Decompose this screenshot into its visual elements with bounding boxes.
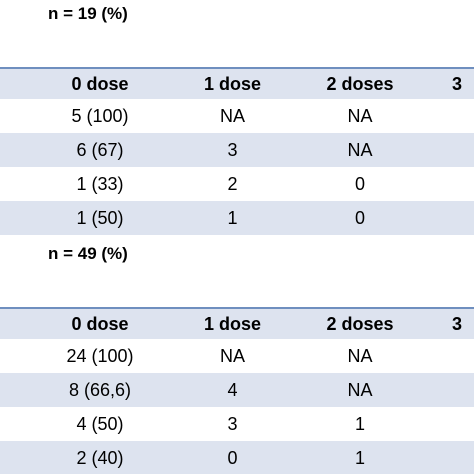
table1-cell: 0 — [354, 173, 365, 194]
table2-cell: 4 (50) — [76, 413, 124, 434]
table2-cell: NA — [347, 379, 373, 400]
table2-cell: 8 (66,6) — [68, 379, 132, 400]
table1: 0 dose 1 dose 2 doses 3 5 (100) NA NA 6 … — [0, 67, 474, 235]
table2-header-3-doses: 3 — [452, 313, 463, 334]
table1-cell: 5 (100) — [71, 105, 129, 126]
table1-cell: NA — [347, 105, 373, 126]
table1-cell: 1 — [227, 207, 238, 228]
table-row: 4 (50) 3 1 — [0, 407, 474, 441]
table2: 0 dose 1 dose 2 doses 3 24 (100) NA NA 8… — [0, 307, 474, 474]
table1-header-0-dose: 0 dose — [71, 73, 129, 94]
table1-cell: 1 (33) — [76, 173, 124, 194]
table2-cell: 1 — [354, 447, 365, 468]
table1-n-label: n = 19 (%) — [48, 4, 128, 23]
table1-cell: NA — [219, 105, 245, 126]
table1-cell: 0 — [354, 207, 365, 228]
table1-cell: 1 (50) — [76, 207, 124, 228]
table1-cell: NA — [347, 139, 373, 160]
table2-cell: 1 — [354, 413, 365, 434]
table2-header-1-dose: 1 dose — [203, 313, 262, 334]
table1-header-2-doses: 2 doses — [326, 73, 394, 94]
table2-cell: NA — [347, 345, 373, 366]
table2-cell: 24 (100) — [66, 345, 134, 366]
table2-cell: 3 — [227, 413, 238, 434]
table-row: 1 (33) 2 0 — [0, 167, 474, 201]
table1-header-row: 0 dose 1 dose 2 doses 3 — [0, 67, 474, 99]
table2-cell: 4 — [227, 379, 238, 400]
table1-cell: 3 — [227, 139, 238, 160]
table1-cell: 6 (67) — [76, 139, 124, 160]
table-row: 6 (67) 3 NA — [0, 133, 474, 167]
table2-header-row: 0 dose 1 dose 2 doses 3 — [0, 307, 474, 339]
table-row: 1 (50) 1 0 — [0, 201, 474, 235]
table-row: 8 (66,6) 4 NA — [0, 373, 474, 407]
table-row: 2 (40) 0 1 — [0, 441, 474, 474]
table1-cell: 2 — [227, 173, 238, 194]
table-row: 5 (100) NA NA — [0, 99, 474, 133]
table1-header-1-dose: 1 dose — [203, 73, 262, 94]
table2-cell: 2 (40) — [76, 447, 124, 468]
table2-header-0-dose: 0 dose — [71, 313, 129, 334]
table2-header-2-doses: 2 doses — [326, 313, 394, 334]
table-row: 24 (100) NA NA — [0, 339, 474, 373]
table2-n-label: n = 49 (%) — [48, 244, 128, 263]
table2-cell: 0 — [227, 447, 238, 468]
table2-cell: NA — [219, 345, 245, 366]
table1-header-3-doses: 3 — [452, 73, 463, 94]
